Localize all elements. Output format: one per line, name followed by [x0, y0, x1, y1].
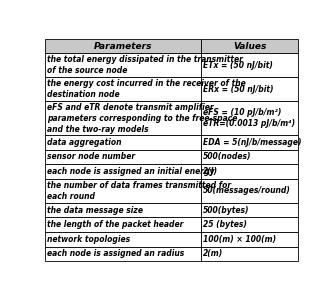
Bar [45, 39, 201, 53]
Bar [201, 164, 298, 179]
Bar [201, 53, 298, 78]
Bar [45, 247, 201, 261]
Text: 500(bytes): 500(bytes) [203, 206, 250, 215]
Bar [45, 53, 201, 78]
Bar [45, 150, 201, 164]
Bar [45, 203, 201, 217]
Text: 50(messages/round): 50(messages/round) [203, 186, 291, 195]
Text: network topologies: network topologies [47, 235, 130, 244]
Text: 500(nodes): 500(nodes) [203, 152, 252, 161]
Text: 2(m): 2(m) [203, 249, 223, 258]
Text: the energy cost incurred in the receiver of the
destination node: the energy cost incurred in the receiver… [47, 79, 246, 99]
Bar [201, 217, 298, 232]
Text: data aggregation: data aggregation [47, 138, 122, 147]
Bar [201, 232, 298, 247]
Text: eFS and eTR denote transmit amplifier
parameters corresponding to the free-space: eFS and eTR denote transmit amplifier pa… [47, 102, 238, 134]
Bar [45, 217, 201, 232]
Text: eFS = (10 pJ/b/m²)
eTR=(0.0013 pJ/b/m⁴): eFS = (10 pJ/b/m²) eTR=(0.0013 pJ/b/m⁴) [203, 108, 295, 128]
Bar [45, 164, 201, 179]
Bar [45, 102, 201, 135]
Text: the total energy dissipated in the transmitter
of the source node: the total energy dissipated in the trans… [47, 55, 243, 75]
Text: each node is assigned an radius: each node is assigned an radius [47, 249, 185, 258]
Text: 100(m) × 100(m): 100(m) × 100(m) [203, 235, 276, 244]
Bar [201, 78, 298, 102]
Text: ETx = (50 nJ/bit): ETx = (50 nJ/bit) [203, 61, 273, 70]
Text: ERx = (50 nJ/bit): ERx = (50 nJ/bit) [203, 85, 274, 94]
Text: Values: Values [233, 42, 266, 50]
Text: each node is assigned an initial energy: each node is assigned an initial energy [47, 167, 215, 176]
Bar [201, 247, 298, 261]
Bar [201, 102, 298, 135]
Bar [201, 135, 298, 150]
Bar [201, 203, 298, 217]
Text: the length of the packet header: the length of the packet header [47, 220, 184, 229]
Text: 2(J): 2(J) [203, 167, 218, 176]
Text: EDA = 5(nJ/b/message): EDA = 5(nJ/b/message) [203, 138, 302, 147]
Text: Parameters: Parameters [94, 42, 152, 50]
Text: 25 (bytes): 25 (bytes) [203, 220, 247, 229]
Bar [201, 39, 298, 53]
Text: sensor node number: sensor node number [47, 152, 135, 161]
Bar [201, 179, 298, 203]
Bar [45, 232, 201, 247]
Text: the data message size: the data message size [47, 206, 143, 215]
Bar [45, 179, 201, 203]
Bar [201, 150, 298, 164]
Bar [45, 135, 201, 150]
Text: the number of data frames transmitted for
each round: the number of data frames transmitted fo… [47, 181, 231, 201]
Bar [45, 78, 201, 102]
